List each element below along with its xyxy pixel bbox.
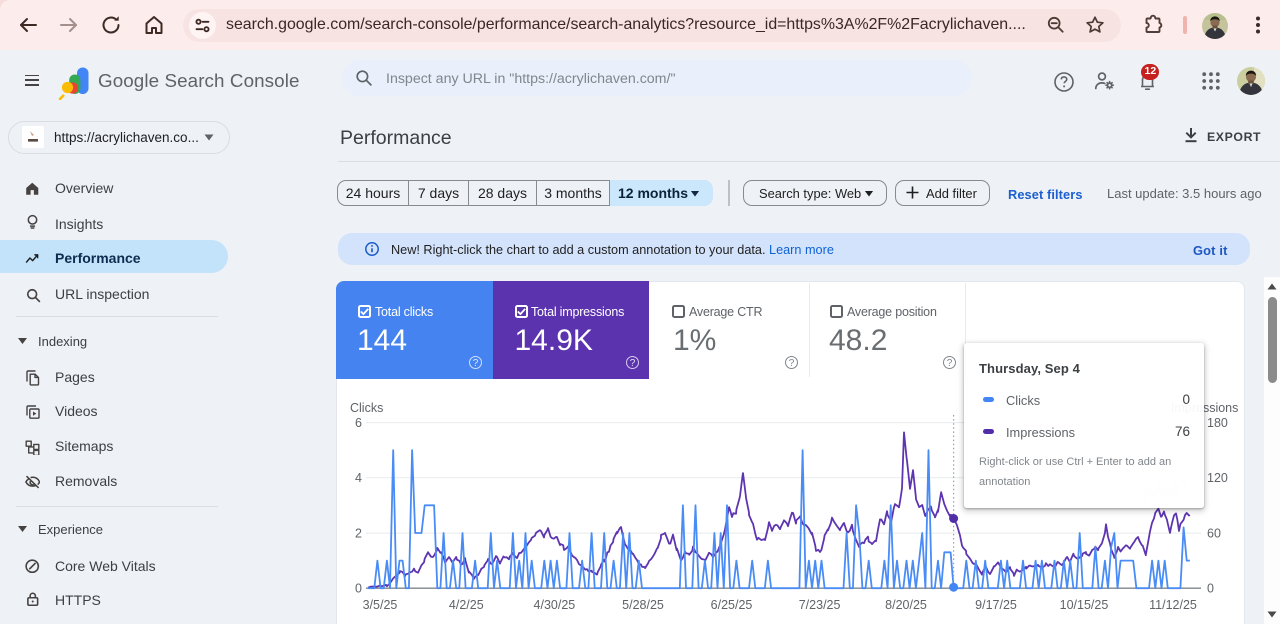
- svg-text:5/28/25: 5/28/25: [622, 598, 664, 612]
- svg-text:7/23/25: 7/23/25: [799, 598, 841, 612]
- svg-text:120: 120: [1207, 471, 1228, 485]
- svg-text:3/5/25: 3/5/25: [363, 598, 398, 612]
- svg-text:2: 2: [355, 526, 362, 540]
- svg-text:9/17/25: 9/17/25: [975, 598, 1017, 612]
- svg-text:6: 6: [355, 416, 362, 430]
- svg-text:Clicks: Clicks: [350, 401, 383, 415]
- svg-text:4/30/25: 4/30/25: [534, 598, 576, 612]
- svg-text:4: 4: [355, 471, 362, 485]
- svg-text:60: 60: [1207, 526, 1221, 540]
- svg-text:8/20/25: 8/20/25: [885, 598, 927, 612]
- svg-text:10/15/25: 10/15/25: [1060, 598, 1109, 612]
- svg-text:11/12/25: 11/12/25: [1149, 598, 1197, 612]
- svg-text:180: 180: [1207, 416, 1228, 430]
- svg-text:4/2/25: 4/2/25: [449, 598, 484, 612]
- svg-text:0: 0: [1207, 582, 1214, 596]
- svg-text:0: 0: [355, 582, 362, 596]
- svg-text:6/25/25: 6/25/25: [711, 598, 753, 612]
